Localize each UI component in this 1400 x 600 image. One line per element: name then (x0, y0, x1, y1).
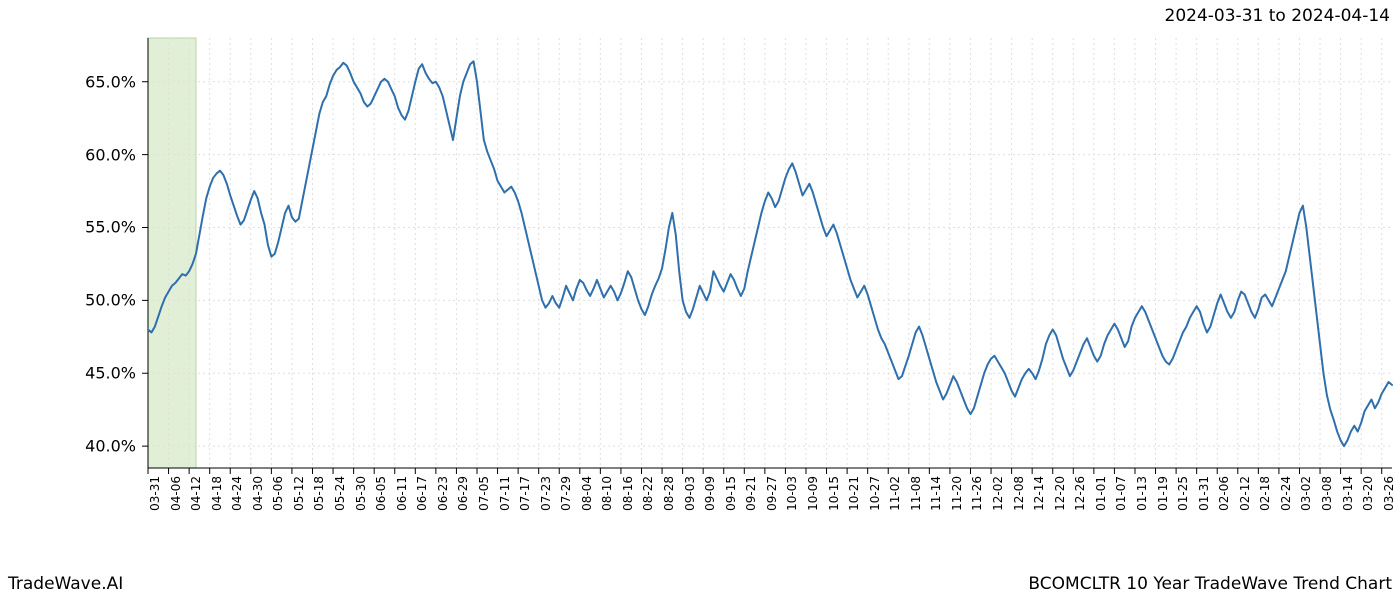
y-tick-label: 40.0% (85, 437, 136, 456)
x-tick-label: 05-06 (271, 476, 285, 511)
title-date-range: 2024-03-31 to 2024-04-14 (1165, 6, 1390, 26)
x-tick-label: 02-24 (1279, 476, 1293, 511)
x-tick-label: 02-18 (1258, 476, 1272, 511)
x-tick-label: 01-19 (1156, 476, 1170, 511)
x-tick-label: 04-06 (169, 476, 183, 511)
x-tick-label: 08-16 (621, 476, 635, 511)
x-tick-label: 01-07 (1114, 476, 1128, 511)
x-tick-label: 06-11 (395, 476, 409, 511)
x-tick-label: 12-26 (1073, 476, 1087, 511)
x-tick-label: 11-14 (929, 476, 943, 511)
x-tick-label: 12-02 (991, 476, 1005, 511)
x-tick-label: 10-09 (806, 476, 820, 511)
x-tick-label: 11-20 (950, 476, 964, 511)
x-tick-label: 03-20 (1361, 476, 1375, 511)
y-tick-label: 65.0% (85, 72, 136, 91)
x-tick-label: 11-26 (970, 476, 984, 511)
x-tick-label: 12-14 (1032, 476, 1046, 511)
x-tick-label: 04-18 (210, 476, 224, 511)
chart-svg (148, 38, 1392, 468)
trend-chart: 40.0%45.0%50.0%55.0%60.0%65.0%03-3104-06… (148, 38, 1392, 468)
x-tick-label: 05-18 (312, 476, 326, 511)
x-tick-label: 05-30 (354, 476, 368, 511)
x-tick-label: 08-10 (600, 476, 614, 511)
x-tick-label: 09-09 (703, 476, 717, 511)
x-tick-label: 11-02 (888, 476, 902, 511)
y-tick-label: 60.0% (85, 145, 136, 164)
x-tick-label: 09-27 (765, 476, 779, 511)
x-tick-label: 04-24 (230, 476, 244, 511)
x-tick-label: 03-08 (1320, 476, 1334, 511)
x-tick-label: 03-02 (1299, 476, 1313, 511)
x-tick-label: 08-22 (641, 476, 655, 511)
x-tick-label: 07-29 (559, 476, 573, 511)
x-tick-label: 03-26 (1382, 476, 1396, 511)
x-tick-label: 08-28 (662, 476, 676, 511)
x-tick-label: 05-12 (292, 476, 306, 511)
x-tick-label: 04-30 (251, 476, 265, 511)
x-tick-label: 12-08 (1012, 476, 1026, 511)
x-tick-label: 04-12 (189, 476, 203, 511)
x-tick-label: 09-21 (744, 476, 758, 511)
x-tick-label: 11-08 (909, 476, 923, 511)
x-tick-label: 07-11 (498, 476, 512, 511)
x-tick-label: 05-24 (333, 476, 347, 511)
x-tick-label: 07-05 (477, 476, 491, 511)
y-tick-label: 50.0% (85, 291, 136, 310)
x-tick-label: 01-01 (1094, 476, 1108, 511)
x-tick-label: 06-05 (374, 476, 388, 511)
x-tick-label: 12-20 (1053, 476, 1067, 511)
x-tick-label: 01-25 (1176, 476, 1190, 511)
x-tick-label: 02-06 (1217, 476, 1231, 511)
x-tick-label: 08-04 (580, 476, 594, 511)
x-tick-label: 10-15 (827, 476, 841, 511)
x-tick-label: 09-03 (683, 476, 697, 511)
y-tick-label: 45.0% (85, 364, 136, 383)
x-tick-label: 06-17 (415, 476, 429, 511)
x-tick-label: 03-31 (148, 476, 162, 511)
x-tick-label: 06-29 (456, 476, 470, 511)
footer-caption: BCOMCLTR 10 Year TradeWave Trend Chart (1028, 574, 1392, 594)
x-tick-label: 03-14 (1341, 476, 1355, 511)
x-tick-label: 10-21 (847, 476, 861, 511)
x-tick-label: 07-17 (518, 476, 532, 511)
x-tick-label: 06-23 (436, 476, 450, 511)
x-tick-label: 07-23 (539, 476, 553, 511)
x-tick-label: 09-15 (724, 476, 738, 511)
y-tick-label: 55.0% (85, 218, 136, 237)
x-tick-label: 10-27 (868, 476, 882, 511)
x-tick-label: 01-13 (1135, 476, 1149, 511)
x-tick-label: 10-03 (785, 476, 799, 511)
x-tick-label: 02-12 (1238, 476, 1252, 511)
x-tick-label: 01-31 (1197, 476, 1211, 511)
footer-brand: TradeWave.AI (8, 574, 123, 594)
